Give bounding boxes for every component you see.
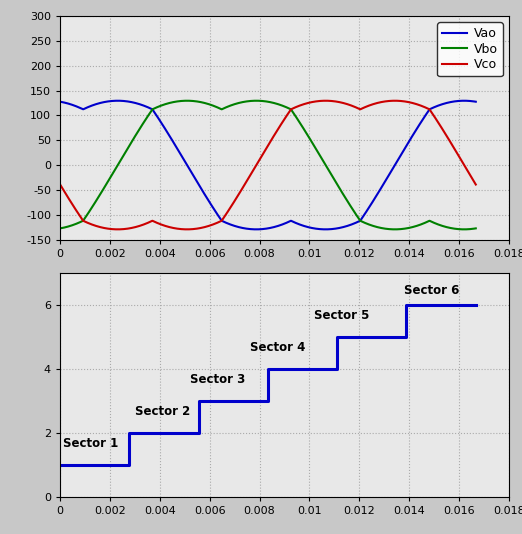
Vao [367, 202, 374, 208]
Vao [57, 98, 63, 105]
Text: Sector 6: Sector 6 [404, 284, 459, 297]
Vbo [392, 226, 398, 233]
Vao [306, 224, 313, 231]
Vbo [57, 225, 63, 232]
Vao [327, 226, 334, 232]
Vao [253, 226, 259, 233]
Vco [133, 224, 139, 230]
Vco [306, 99, 313, 106]
Vco [115, 226, 121, 233]
Text: Sector 4: Sector 4 [250, 341, 305, 355]
Text: Sector 2: Sector 2 [135, 405, 190, 418]
Vco [399, 98, 405, 104]
Vbo [367, 222, 373, 228]
Vao [133, 100, 139, 106]
Line: Vbo: Vbo [60, 101, 476, 230]
Text: Sector 3: Sector 3 [189, 373, 245, 386]
Vao [216, 214, 222, 220]
Vco [216, 219, 222, 225]
Vco [367, 102, 374, 108]
Line: Vco: Vco [60, 101, 476, 230]
Vbo [399, 226, 405, 232]
Vbo [306, 135, 313, 142]
Vco [323, 98, 329, 104]
Vbo [216, 105, 222, 111]
Vbo [184, 98, 190, 104]
Vao [115, 98, 121, 104]
Legend: Vao, Vbo, Vco: Vao, Vbo, Vco [437, 22, 503, 76]
Vao [399, 150, 405, 156]
Text: Sector 5: Sector 5 [314, 309, 370, 323]
Vco [472, 182, 479, 188]
Vbo [133, 132, 139, 139]
Text: Sector 1: Sector 1 [63, 437, 118, 450]
Line: Vao: Vao [60, 101, 476, 230]
Vao [472, 98, 479, 105]
Vco [327, 98, 334, 104]
Vco [57, 181, 63, 187]
Vbo [327, 170, 334, 176]
Vbo [472, 225, 479, 232]
